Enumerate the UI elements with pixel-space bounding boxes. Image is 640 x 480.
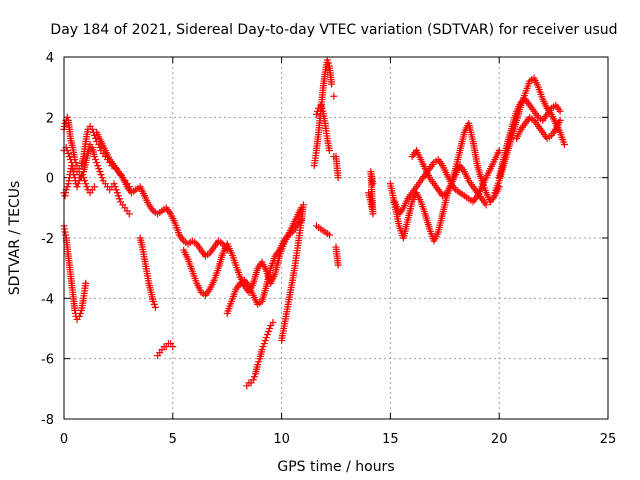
y-tick-label-5: 2 bbox=[46, 111, 54, 126]
track-m-point-0 bbox=[312, 110, 320, 118]
track-a-point-23 bbox=[110, 180, 118, 188]
track-j-point-8-fill-1 bbox=[261, 337, 269, 345]
track-c-point-12 bbox=[73, 183, 81, 191]
track-f-point-6-fill-1 bbox=[150, 300, 158, 308]
track-c-point-16-fill-1 bbox=[83, 183, 91, 191]
plot-border bbox=[63, 56, 609, 420]
track-j-point-7-fill-1 bbox=[259, 343, 267, 351]
track-j-point-10 bbox=[265, 328, 273, 336]
track-m-point-6 bbox=[325, 147, 333, 155]
tick-layer: 0 5 10 15 20 25 -8 -6 -4 -2 0 2 4 bbox=[41, 51, 616, 447]
chart-title: Day 184 of 2021, Sidereal Day-to-day VTE… bbox=[50, 22, 617, 38]
track-c-point-7 bbox=[68, 162, 76, 170]
track-f-point-7 bbox=[151, 303, 159, 311]
track-a-point-17-fill-1 bbox=[98, 174, 106, 182]
track-j-point-12 bbox=[269, 318, 277, 326]
track-b-point-17-fill-1 bbox=[92, 134, 100, 142]
track-o-point-2 bbox=[334, 174, 342, 182]
track-s-point-17 bbox=[482, 201, 490, 209]
y-tick-label-4: 0 bbox=[46, 172, 54, 187]
track-j-point-3-fill-1 bbox=[250, 373, 258, 381]
track-a-point-25-fill-1 bbox=[115, 195, 123, 203]
track-a-point-16 bbox=[95, 165, 103, 173]
track-n-point-3 bbox=[325, 231, 333, 239]
track-j-point-5-fill-1 bbox=[255, 358, 263, 366]
track-p-point-4 bbox=[369, 180, 377, 188]
track-c-point-20 bbox=[90, 183, 98, 191]
track-a-point-17 bbox=[97, 171, 105, 179]
y-tick-label-2: -4 bbox=[41, 292, 54, 307]
track-a-point-14 bbox=[90, 153, 98, 161]
track-a-point-30 bbox=[125, 210, 133, 218]
track-d-point-13 bbox=[75, 312, 83, 320]
track-b-point-16 bbox=[88, 125, 96, 133]
data-marks-layer bbox=[60, 56, 568, 390]
track-d-point-16 bbox=[82, 279, 90, 287]
y-tick-label-1: -6 bbox=[41, 353, 54, 368]
x-tick-label-4: 20 bbox=[491, 432, 508, 447]
track-m-point-2-fill-1 bbox=[318, 104, 326, 112]
track-a-point-25 bbox=[114, 192, 122, 200]
track-j-point-3 bbox=[249, 376, 257, 384]
y-tick-label-6: 4 bbox=[46, 51, 54, 66]
track-c-point-15 bbox=[80, 174, 88, 182]
track-b-point-19-fill-1 bbox=[96, 144, 104, 151]
x-tick-label-1: 5 bbox=[169, 432, 177, 447]
track-b-point-8-fill-1 bbox=[72, 159, 80, 167]
track-a-point-1-fill-1 bbox=[63, 147, 71, 155]
track-o-point-5 bbox=[334, 261, 342, 269]
track-l-point-6-fill-1 bbox=[324, 59, 332, 67]
track-f-point-6 bbox=[149, 297, 157, 305]
track-j-point-7 bbox=[258, 346, 266, 354]
track-j-point-5 bbox=[254, 361, 262, 369]
track-v-point-10 bbox=[556, 116, 564, 124]
track-b-point-8 bbox=[71, 156, 79, 164]
track-j-point-9-fill-1 bbox=[263, 331, 271, 339]
track-a-point-24-fill-1 bbox=[113, 189, 121, 197]
track-a-point-24 bbox=[112, 186, 120, 194]
track-c-point-12-fill-1 bbox=[74, 180, 82, 188]
track-j-point-9 bbox=[262, 334, 270, 342]
track-d-point-13-fill-1 bbox=[76, 309, 84, 317]
y-tick-label-3: -2 bbox=[41, 232, 54, 247]
x-tick-label-2: 10 bbox=[273, 432, 290, 447]
y-tick-label-0: -8 bbox=[41, 413, 54, 428]
track-j-point-8 bbox=[260, 340, 268, 348]
track-b-point-1 bbox=[61, 119, 69, 127]
track-l-point-6 bbox=[323, 56, 331, 64]
track-k-point-10 bbox=[299, 201, 307, 209]
track-c-point-3 bbox=[63, 183, 71, 191]
track-g-point-7 bbox=[169, 343, 177, 351]
x-tick-label-3: 15 bbox=[382, 432, 399, 447]
track-u-point-14 bbox=[556, 107, 564, 115]
track-a-point-15-fill-1 bbox=[94, 162, 102, 170]
x-axis-label: GPS time / hours bbox=[277, 459, 394, 475]
track-t-point-16 bbox=[560, 140, 568, 148]
x-tick-label-0: 0 bbox=[60, 432, 68, 447]
track-c-point-9 bbox=[70, 171, 78, 179]
track-l-point-8 bbox=[328, 80, 336, 88]
track-a-point-16-fill-1 bbox=[96, 168, 104, 176]
track-a-point-23-fill-1 bbox=[111, 183, 119, 191]
grid-layer bbox=[64, 57, 608, 419]
track-j-point-10-fill-1 bbox=[266, 325, 274, 332]
y-axis-label: SDTVAR / TECUs bbox=[7, 181, 23, 296]
track-a-point-15 bbox=[93, 159, 101, 167]
track-q-point-24 bbox=[495, 147, 503, 155]
track-a-point-2 bbox=[64, 150, 72, 158]
track-c-point-15-fill-1 bbox=[81, 177, 89, 185]
track-o-point-3 bbox=[330, 92, 338, 100]
track-m-point-2 bbox=[317, 101, 325, 109]
track-c-point-16 bbox=[82, 180, 90, 188]
track-b-point-3 bbox=[63, 113, 71, 121]
track-a-point-2-fill-1 bbox=[65, 153, 73, 161]
x-tick-label-5: 25 bbox=[600, 432, 617, 447]
track-a-point-14-fill-1 bbox=[92, 156, 100, 164]
